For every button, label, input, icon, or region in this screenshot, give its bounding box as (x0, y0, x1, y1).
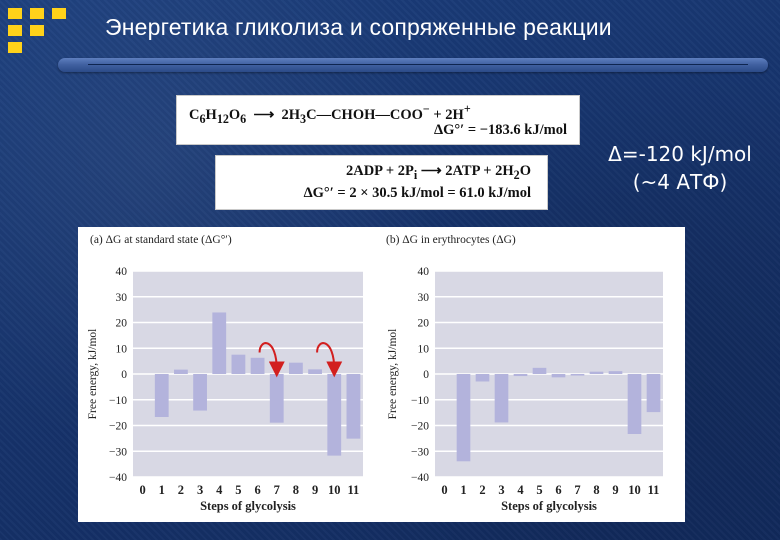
panel-a-bar-step-1 (154, 374, 169, 418)
glucose-delta-g: ΔG°′ = −183.6 kJ/mol (434, 122, 567, 138)
atp-reaction-line: 2ADP + 2Pi ⟶ 2ATP + 2H2O (345, 163, 531, 182)
atp-synthesis-equation: 2ADP + 2Pi ⟶ 2ATP + 2H2O ΔG°′ = 2 × 30.5… (215, 155, 548, 210)
panel-a-y-tick-label: −30 (109, 446, 127, 458)
panel-b-y-tick-label: −30 (411, 446, 429, 458)
panel-a-y-tick-label: −40 (109, 472, 127, 484)
atp-delta-g: ΔG°′ = 2 × 30.5 kJ/mol = 61.0 kJ/mol (303, 185, 531, 201)
panel-b-bar-step-1 (456, 374, 471, 462)
panel-a-x-tick-label: 4 (216, 483, 223, 497)
panel-b-y-tick-label: 10 (418, 343, 430, 355)
reaction-arrow-icon: ⟶ (249, 106, 278, 123)
panel-b-y-tick-label: −20 (411, 421, 429, 433)
panel-a-y-tick-label: −10 (109, 395, 127, 407)
panel-a-y-axis-title: Free energy, kJ/mol (87, 329, 99, 420)
glucose-to-lactate-equation: C6H12O6 ⟶ 2H3C—CHOH—COO− + 2H+ ΔG°′ = −1… (176, 95, 580, 145)
panel-a-y-tick-label: 0 (121, 369, 127, 381)
panel-b-y-tick-label: −10 (411, 395, 429, 407)
panel-a-x-tick-label: 8 (293, 483, 299, 497)
panel-b-x-axis-title: Steps of glycolysis (501, 499, 597, 513)
glucose-formula: C6H12O6 (189, 106, 247, 126)
panel-b-bar-step-2 (475, 374, 490, 382)
panel-a-x-tick-label: 10 (328, 483, 341, 497)
total-energy-note: Δ=-120 kJ/mol (~4 АТФ) (590, 140, 770, 196)
panel-b-x-tick-label: 11 (648, 483, 660, 497)
panel-b-x-tick-label: 6 (555, 483, 561, 497)
panel-a-bar-step-4 (212, 312, 227, 374)
glucose-reaction-line: C6H12O6 ⟶ 2H3C—CHOH—COO− + 2H+ (189, 102, 471, 127)
panel-a-y-tick-label: −20 (109, 421, 127, 433)
panel-a-bar-step-8 (289, 362, 303, 374)
panel-a-x-tick-label: 5 (235, 483, 241, 497)
panel-a-x-tick-label: 7 (274, 483, 280, 497)
panel-b-x-tick-label: 3 (498, 483, 504, 497)
panel-a-y-tick-label: 30 (116, 292, 128, 304)
panel-b-y-tick-label: 0 (423, 369, 429, 381)
panel-b-x-tick-label: 4 (517, 483, 524, 497)
panel-a-x-tick-label: 2 (178, 483, 184, 497)
panel-b-bar-step-9 (608, 371, 623, 374)
panel-a-x-axis-title: Steps of glycolysis (200, 499, 296, 513)
panel-a-bar-step-5 (231, 354, 246, 374)
panel-b-y-tick-label: 20 (418, 318, 430, 330)
panel-a-x-tick-label: 9 (312, 483, 318, 497)
panel-a-bar-step-11 (346, 374, 361, 439)
panel-b-bar-step-11 (646, 374, 661, 413)
panel-a-y-tick-label: 10 (116, 343, 128, 355)
panel-b-bar-step-4 (513, 374, 528, 377)
total-delta-g: Δ=-120 kJ/mol (608, 142, 752, 166)
panel-b-bar-step-8 (589, 371, 604, 374)
panel-b-title: (b) ΔG in erythrocytes (ΔG) (386, 234, 516, 246)
panel-b-x-tick-label: 10 (628, 483, 641, 497)
panel-a-y-tick-label: 20 (116, 318, 128, 330)
panel-b-bar-step-5 (532, 367, 547, 374)
title-underline-line (88, 64, 748, 65)
panel-a-bar-step-6 (250, 357, 265, 374)
panel-b-x-tick-label: 2 (479, 483, 485, 497)
panel-b-y-tick-label: 30 (418, 292, 430, 304)
panel-b-x-tick-label: 1 (460, 483, 466, 497)
title-underline-bar (58, 58, 768, 72)
logo-squares (8, 8, 78, 68)
panel-b-bar-step-3 (494, 374, 509, 423)
panel-b-y-tick-label: −40 (411, 472, 429, 484)
panel-a-x-tick-label: 3 (197, 483, 203, 497)
panel-a-curved-arrow-icon (316, 342, 343, 378)
panel-b-y-axis-title: Free energy, kJ/mol (387, 329, 399, 420)
reaction-arrow-icon: ⟶ (417, 163, 446, 179)
panel-b-x-tick-label: 9 (612, 483, 618, 497)
glycolysis-free-energy-figure: 40 30 20 10 0 −10 −20 −30 −40 0 1 2 3 4 5 6 7 8 9 10 11 Steps… (78, 227, 685, 522)
panel-a-x-tick-label: 0 (139, 483, 145, 497)
panel-a-bar-step-7 (269, 374, 284, 423)
panel-a-x-tick-label: 6 (254, 483, 260, 497)
panel-a-title: (a) ΔG at standard state (ΔG°′) (90, 234, 232, 246)
panel-b-x-tick-label: 5 (536, 483, 542, 497)
panel-a-bar-step-2 (174, 369, 188, 374)
slide-title: Энергетика гликолиза и сопряженные реакц… (105, 14, 612, 40)
panel-b-bar-step-6 (551, 374, 566, 378)
panel-b-bar-step-10 (627, 374, 642, 434)
lactate-products: 2H3C—CHOH—COO− + 2H+ (281, 102, 471, 126)
panel-a-bar-step-10 (327, 374, 342, 456)
atp-equivalent: (~4 АТФ) (632, 170, 728, 194)
panel-a-curved-arrow-icon (258, 342, 285, 378)
panel-a-bar-step-3 (193, 374, 207, 411)
panel-b-bar-step-7 (570, 374, 585, 376)
panel-b-y-tick-label: 40 (418, 266, 430, 278)
panel-b-x-tick-label: 7 (574, 483, 580, 497)
panel-a-y-tick-label: 40 (116, 266, 128, 278)
panel-b-x-tick-label: 8 (593, 483, 599, 497)
panel-b-x-tick-label: 0 (441, 483, 447, 497)
panel-a-x-tick-label: 11 (348, 483, 360, 497)
panel-a-bar-step-9 (308, 369, 322, 374)
panel-a-x-tick-label: 1 (159, 483, 165, 497)
